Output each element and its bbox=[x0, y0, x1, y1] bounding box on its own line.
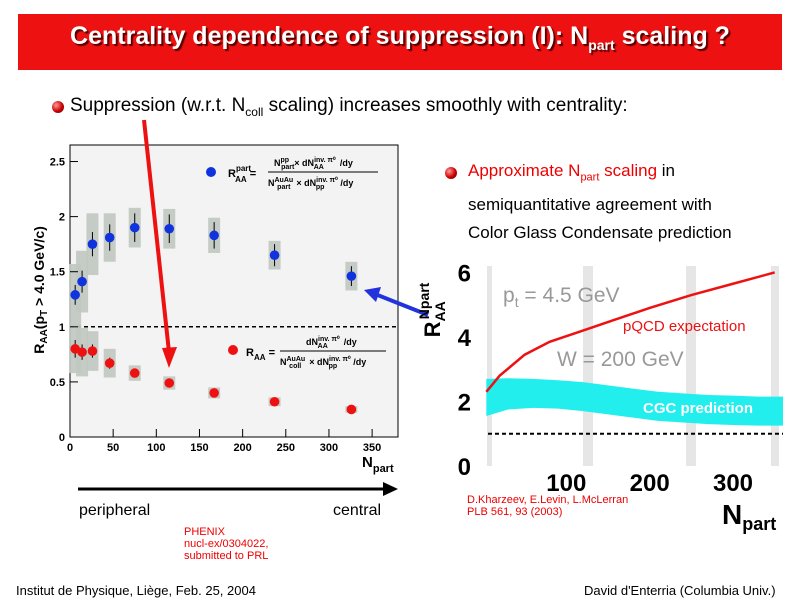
npart-point bbox=[70, 290, 80, 300]
npart-point bbox=[104, 232, 115, 243]
bullet1-pre: Suppression (w.r.t. N bbox=[70, 95, 246, 116]
bullet2-line3: Color Glass Condensate prediction bbox=[468, 223, 732, 243]
x-tick-label: 50 bbox=[107, 442, 119, 454]
blue-arrowhead bbox=[364, 287, 381, 302]
bullet1-text: Suppression (w.r.t. Ncoll scaling) incre… bbox=[70, 95, 628, 119]
bullet2-red-pre: Approximate N bbox=[468, 161, 581, 180]
y-tick-label: 1 bbox=[59, 322, 65, 334]
bullet-icon bbox=[52, 101, 64, 113]
phenix-ref-line: submitted to PRL bbox=[184, 550, 269, 562]
central-label: central bbox=[333, 502, 382, 519]
x-tick-label: 300 bbox=[713, 470, 753, 497]
npart-point bbox=[209, 230, 219, 241]
legend-red-marker bbox=[228, 345, 238, 355]
red-arrowhead bbox=[162, 347, 177, 368]
chart2-ylabel: RAANpart bbox=[416, 282, 448, 337]
y-tick-label: 0.5 bbox=[50, 377, 65, 389]
legend-blue-marker bbox=[206, 167, 216, 177]
y-tick-label: 2 bbox=[458, 389, 471, 416]
y-tick-label: 6 bbox=[458, 260, 471, 287]
ncoll-point bbox=[129, 368, 140, 378]
grid-band bbox=[487, 266, 492, 466]
pqcd-line bbox=[485, 271, 775, 393]
footer-right: David d'Enterria (Columbia Univ.) bbox=[584, 583, 776, 598]
ncoll-point bbox=[77, 347, 87, 357]
ncoll-point bbox=[269, 396, 280, 407]
phenix-reference: PHENIX nucl-ex/0304022, submitted to PRL bbox=[184, 526, 268, 562]
y-tick-label: 2.5 bbox=[50, 157, 65, 169]
title-main: Centrality dependence of suppression (I)… bbox=[70, 22, 589, 50]
cgc-label: CGC prediction bbox=[643, 400, 753, 417]
bullet2-red-post: scaling bbox=[599, 161, 658, 180]
chart2-xlabel: Npart bbox=[722, 499, 776, 534]
x-tick-label: 300 bbox=[320, 442, 338, 454]
grid-band bbox=[771, 266, 779, 466]
blue-arrow bbox=[374, 292, 429, 317]
bullet1-sub: coll bbox=[245, 104, 264, 119]
x-tick-label: 200 bbox=[233, 442, 251, 454]
bullet2-line2: semiquantitative agreement with bbox=[468, 195, 712, 215]
footer-left: Institut de Physique, Liège, Feb. 25, 20… bbox=[16, 583, 256, 598]
centrality-arrowhead bbox=[383, 482, 398, 496]
theory-ref-line: D.Kharzeev, E.Levin, L.McLerran bbox=[467, 494, 629, 506]
x-tick-label: 200 bbox=[630, 470, 670, 497]
phenix-ref-line: PHENIX bbox=[184, 526, 225, 538]
theory-ref-line: PLB 561, 93 (2003) bbox=[467, 506, 563, 518]
x-tick-label: 250 bbox=[277, 442, 295, 454]
slide-title: Centrality dependence of suppression (I)… bbox=[18, 22, 782, 53]
y-tick-label: 0 bbox=[59, 432, 65, 444]
ncoll-point bbox=[164, 378, 175, 388]
ncoll-point bbox=[346, 404, 357, 415]
theory-reference: D.Kharzeev, E.Levin, L.McLerran PLB 561,… bbox=[467, 494, 628, 518]
svg-text:RAA =: RAA = bbox=[246, 347, 275, 362]
title-bar bbox=[18, 14, 782, 70]
y-tick-label: 4 bbox=[458, 325, 472, 352]
bullet2-text: Approximate Npart scaling in semiquantit… bbox=[468, 157, 798, 247]
y-tick-label: 2 bbox=[59, 212, 65, 224]
pqcd-label: pQCD expectation bbox=[623, 318, 746, 335]
bullet-icon bbox=[445, 167, 457, 179]
title-tail: scaling ? bbox=[614, 22, 730, 50]
grid-band bbox=[686, 266, 696, 466]
chart1-frame bbox=[69, 144, 399, 438]
npart-point bbox=[77, 276, 87, 287]
bullet2-line1: Approximate Npart scaling in bbox=[468, 157, 798, 191]
bullet2-red-sub: part bbox=[580, 171, 600, 184]
title-sub: part bbox=[588, 37, 615, 53]
grid-band bbox=[583, 266, 593, 466]
npart-point bbox=[129, 222, 140, 233]
x-tick-label: 150 bbox=[190, 442, 208, 454]
npart-point bbox=[269, 250, 280, 260]
ncoll-point bbox=[104, 358, 115, 368]
ncoll-point bbox=[209, 388, 219, 398]
red-arrow bbox=[142, 119, 171, 353]
y-tick-label: 1.5 bbox=[50, 267, 65, 279]
chart1-xlabel: Npart bbox=[362, 454, 394, 475]
chart1-ylabel: RAA(pT > 4.0 GeV/c) bbox=[31, 226, 50, 354]
bullet1-post: scaling) increases smoothly with central… bbox=[263, 95, 628, 116]
cgc-band bbox=[486, 378, 783, 426]
chart2-frame bbox=[483, 266, 783, 466]
pt-annotation: pt = 4.5 GeV bbox=[503, 284, 620, 310]
x-tick-label: 0 bbox=[67, 442, 73, 454]
y-tick-label: 0 bbox=[458, 454, 471, 481]
npart-point bbox=[87, 239, 98, 249]
w-annotation: W = 200 GeV bbox=[557, 348, 684, 371]
npart-point bbox=[346, 271, 357, 281]
phenix-ref-line: nucl-ex/0304022, bbox=[184, 538, 269, 550]
x-tick-label: 350 bbox=[363, 442, 381, 454]
npart-point bbox=[164, 223, 175, 234]
peripheral-label: peripheral bbox=[79, 502, 151, 519]
bullet2-tail: in bbox=[657, 161, 676, 180]
x-tick-label: 100 bbox=[147, 442, 165, 454]
x-tick-label: 100 bbox=[546, 470, 586, 497]
ncoll-point bbox=[87, 346, 98, 356]
